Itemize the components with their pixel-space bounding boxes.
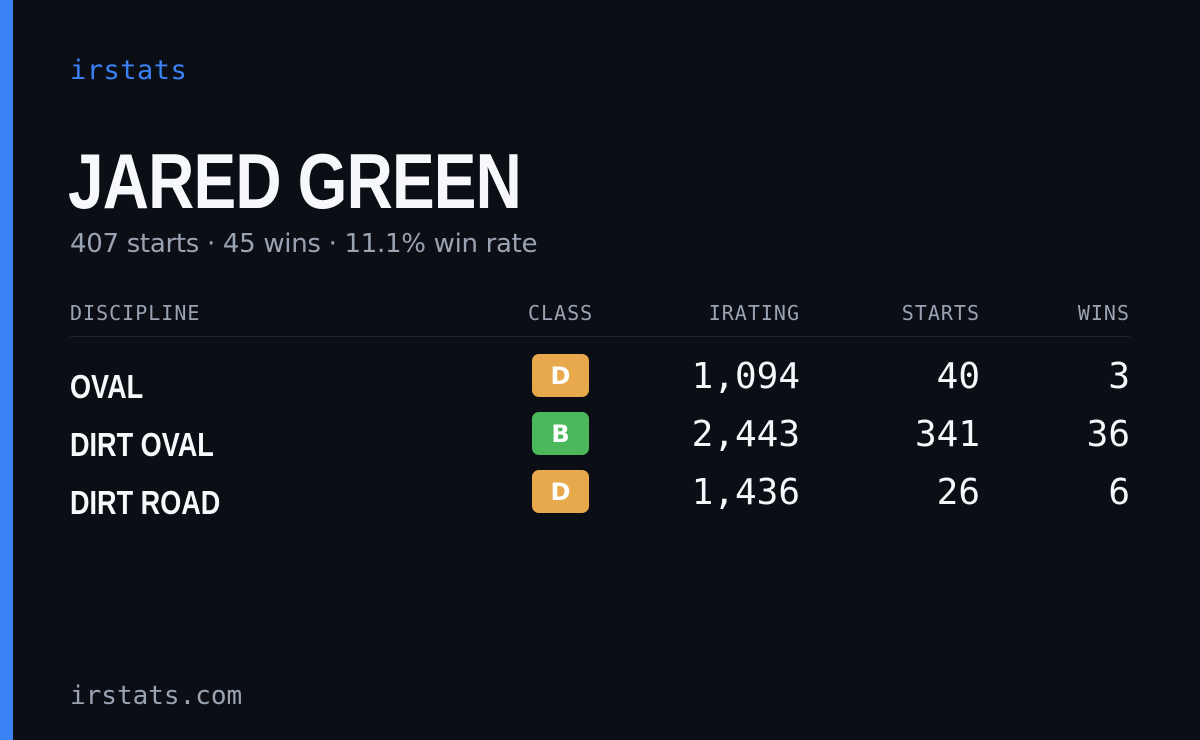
class-badge: B [532,412,589,455]
table-header: DISCIPLINE CLASS IRATING STARTS WINS [70,298,1130,337]
table-row: DIRT ROAD D 1,436 26 6 [70,470,1130,528]
irating-value: 1,436 [691,472,800,513]
irating-value: 2,443 [691,414,800,455]
starts-value: 40 [936,356,980,397]
class-badge: D [532,470,589,513]
table-row: DIRT OVAL B 2,443 341 36 [70,412,1130,470]
accent-bar [0,0,13,740]
footer-url: irstats.com [70,681,243,711]
header-wins: WINS [1077,301,1130,325]
wins-value: 6 [1108,472,1130,513]
header-starts: STARTS [901,301,980,325]
header-class: CLASS [528,301,594,325]
driver-summary: 407 starts · 45 wins · 11.1% win rate [70,229,538,259]
discipline-name: OVAL [70,368,144,405]
stats-table: DISCIPLINE CLASS IRATING STARTS WINS OVA… [70,298,1130,528]
starts-value: 341 [914,414,980,455]
irating-value: 1,094 [691,356,800,397]
discipline-name: DIRT OVAL [70,426,214,463]
discipline-name: DIRT ROAD [70,484,221,521]
driver-name: JARED GREEN [68,137,522,225]
starts-value: 26 [936,472,980,513]
table-row: OVAL D 1,094 40 3 [70,354,1130,412]
wins-value: 3 [1108,356,1130,397]
brand-logo: irstats [70,55,188,86]
table-body: OVAL D 1,094 40 3 DIRT OVAL B 2,443 341 … [70,354,1130,528]
header-irating: IRATING [708,301,800,325]
wins-value: 36 [1086,414,1130,455]
class-badge: D [532,354,589,397]
header-discipline: DISCIPLINE [70,301,201,325]
